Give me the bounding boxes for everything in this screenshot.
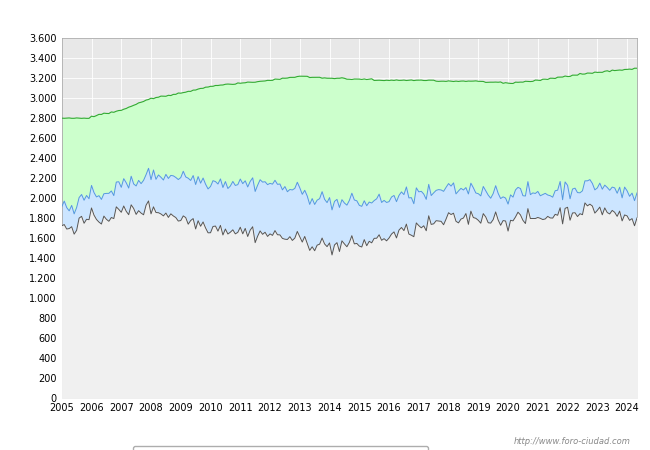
Legend: Ocupados, Parados, Hab. entre 16-64: Ocupados, Parados, Hab. entre 16-64 — [133, 446, 428, 450]
Text: Ribadumia - Evolucion de la poblacion en edad de Trabajar Mayo de 2024: Ribadumia - Evolucion de la poblacion en… — [68, 13, 582, 26]
Text: FORO-CIUDAD.COM: FORO-CIUDAD.COM — [213, 260, 486, 284]
Text: http://www.foro-ciudad.com: http://www.foro-ciudad.com — [514, 436, 630, 446]
